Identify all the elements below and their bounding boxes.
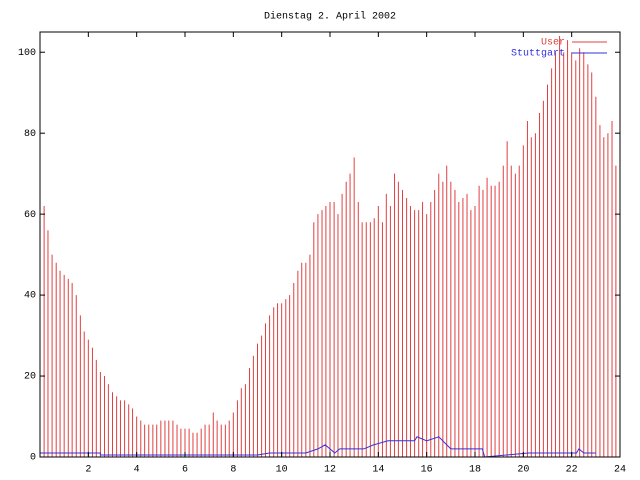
x-tick-label: 6 bbox=[182, 465, 188, 476]
y-tick-label: 60 bbox=[24, 210, 36, 221]
x-tick-label: 2 bbox=[85, 465, 91, 476]
y-tick-label: 40 bbox=[24, 291, 36, 302]
legend-label: User bbox=[541, 38, 565, 49]
x-tick-label: 24 bbox=[614, 465, 626, 476]
x-tick-label: 14 bbox=[372, 465, 384, 476]
x-tick-label: 12 bbox=[324, 465, 336, 476]
x-tick-label: 8 bbox=[230, 465, 236, 476]
y-tick-label: 100 bbox=[18, 48, 36, 59]
series-line bbox=[40, 436, 596, 458]
x-tick-label: 4 bbox=[134, 465, 140, 476]
y-tick-label: 0 bbox=[30, 453, 36, 464]
y-tick-label: 20 bbox=[24, 372, 36, 383]
legend-label: Stuttgart bbox=[511, 49, 565, 60]
x-tick-label: 22 bbox=[566, 465, 578, 476]
x-tick-label: 20 bbox=[517, 465, 529, 476]
x-tick-label: 18 bbox=[469, 465, 481, 476]
x-tick-label: 10 bbox=[276, 465, 288, 476]
chart-title: Dienstag 2. April 2002 bbox=[264, 11, 396, 23]
x-tick-label: 16 bbox=[421, 465, 433, 476]
y-tick-label: 80 bbox=[24, 129, 36, 140]
